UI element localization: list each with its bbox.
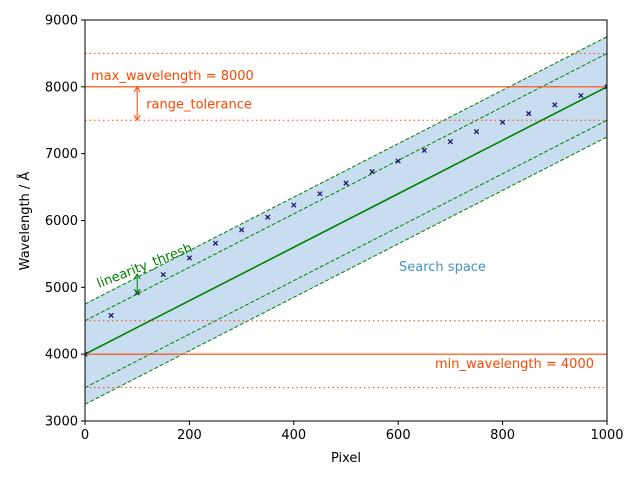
y-tick-label: 8000 xyxy=(45,80,78,95)
linearity-arrow-head-bottom xyxy=(133,288,141,295)
x-tick-label: 1000 xyxy=(590,428,623,443)
data-point xyxy=(473,128,480,135)
linearity-line-lower xyxy=(85,119,607,389)
data-point xyxy=(395,158,401,164)
data-point xyxy=(186,255,193,261)
data-point xyxy=(578,92,584,99)
data-point xyxy=(447,138,454,145)
y-tick-label: 6000 xyxy=(45,214,78,229)
data-point xyxy=(421,147,427,153)
y-tick-label: 3000 xyxy=(45,415,78,430)
search-band-edge-upper xyxy=(85,36,607,305)
y-tick-label: 9000 xyxy=(45,14,78,29)
data-point xyxy=(160,271,166,278)
data-point xyxy=(317,191,323,197)
axis-ticks: 0 200 400 600 800 1000 3000 4000 5000 6000 7000 800… xyxy=(45,14,624,444)
y-tick-label: 5000 xyxy=(45,281,78,296)
data-point xyxy=(85,351,88,357)
linearity-line-upper xyxy=(85,52,607,322)
x-tick-label: 200 xyxy=(177,428,202,443)
x-tick-label: 0 xyxy=(81,428,89,443)
data-point xyxy=(212,240,219,246)
data-point xyxy=(343,180,349,186)
data-point xyxy=(265,214,271,220)
range-tolerance-arrow-head-bottom xyxy=(133,114,141,122)
search-band-edge-lower xyxy=(85,136,607,405)
max-wavelength-label: max_wavelength = 8000 xyxy=(91,69,254,84)
linearity-arrow-head-top xyxy=(133,272,141,280)
plot-area xyxy=(85,36,607,405)
search-space-label: Search space xyxy=(399,260,486,275)
data-point xyxy=(238,227,245,233)
y-tick-label: 7000 xyxy=(45,147,78,162)
data-point xyxy=(291,202,297,208)
data-point xyxy=(526,110,532,117)
x-axis-title: Pixel xyxy=(331,451,361,466)
range-tolerance-label: range_tolerance xyxy=(146,98,252,113)
range-tolerance-arrow-head-top xyxy=(133,85,141,93)
data-point xyxy=(499,119,506,125)
x-tick-label: 600 xyxy=(386,428,411,443)
x-tick-label: 400 xyxy=(281,428,306,443)
data-point xyxy=(108,312,114,319)
x-tick-label: 800 xyxy=(490,428,515,443)
data-point xyxy=(369,169,375,175)
data-point xyxy=(604,84,607,90)
min-wavelength-label: min_wavelength = 4000 xyxy=(435,357,594,372)
y-axis-title: Wavelength / Å xyxy=(17,172,33,271)
fit-line xyxy=(85,86,607,355)
data-point xyxy=(552,102,558,108)
y-tick-label: 4000 xyxy=(45,348,78,363)
